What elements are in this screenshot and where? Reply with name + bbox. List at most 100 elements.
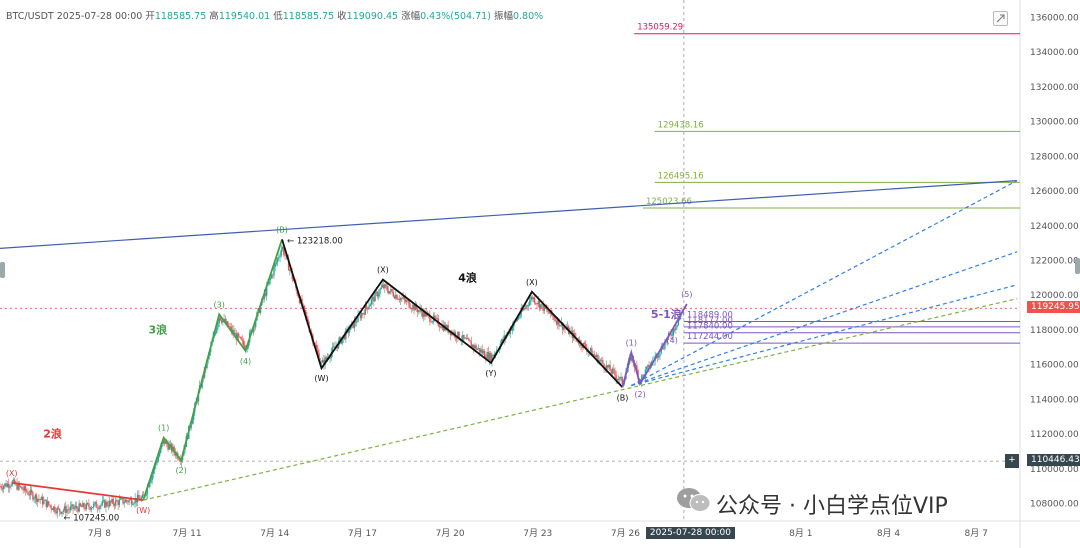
candle-body	[380, 287, 382, 290]
candle-body	[473, 344, 475, 349]
price-level-label: 129438.16	[658, 120, 704, 130]
candle-body	[457, 331, 459, 339]
candle-body	[280, 249, 283, 256]
candle-body	[191, 420, 194, 425]
candle-body	[491, 354, 493, 362]
price-level-label: 135059.29	[637, 23, 683, 33]
candle-body	[599, 360, 602, 362]
candle-body	[121, 498, 123, 499]
y-tick-label: 108000.00	[1030, 500, 1079, 510]
candle-body	[37, 498, 39, 502]
amplitude-value: 0.80%	[512, 11, 544, 22]
candle-body	[88, 503, 90, 507]
candle-body	[486, 352, 488, 359]
candle-body	[431, 321, 434, 323]
candle-body	[362, 313, 364, 314]
candle-body	[66, 509, 68, 513]
price-level-label: 126495.16	[658, 171, 704, 181]
candle-body	[138, 494, 140, 499]
candle-body	[16, 482, 18, 490]
candle-body	[510, 328, 513, 331]
candle-body	[292, 279, 295, 281]
wave-point-label: (X)	[526, 278, 538, 287]
candle-body	[24, 486, 27, 492]
wave-title: 2浪	[43, 427, 62, 441]
candle-body	[149, 483, 151, 487]
ohlc-header: BTC/USDT 2025-07-28 00:00 开118585.75 高11…	[6, 8, 543, 22]
price-level-label: 117840.00	[687, 322, 733, 332]
wave-point-label: (W)	[314, 374, 328, 383]
candle-body	[392, 291, 395, 297]
candle-body	[518, 317, 520, 319]
wave-point-label: (4)	[667, 336, 678, 345]
candle-body	[123, 502, 125, 504]
candle-body	[278, 257, 280, 259]
candle-body	[662, 348, 665, 350]
candle-body	[676, 324, 678, 328]
candle-body	[55, 511, 57, 514]
candle-body	[664, 341, 666, 349]
x-tick-label: 7月 23	[523, 528, 552, 539]
change-label: 涨幅	[401, 11, 421, 22]
x-tick-label: 7月 26	[611, 528, 640, 539]
candle-body	[434, 315, 436, 319]
y-tick-label: 134000.00	[1030, 48, 1079, 58]
left-drag-handle[interactable]	[0, 262, 5, 278]
candle-body	[325, 357, 328, 359]
candle-body	[502, 339, 504, 341]
candle-body	[270, 274, 273, 279]
candle-body	[537, 301, 539, 305]
candle-body	[354, 320, 357, 323]
candle-body	[20, 486, 22, 488]
candle-body	[297, 294, 300, 298]
wave-point-label: (5)	[681, 290, 692, 299]
candle-body	[69, 506, 72, 510]
candle-body	[468, 338, 470, 341]
candle-body	[152, 470, 155, 474]
projection-2	[631, 251, 1018, 387]
candle-body	[91, 507, 94, 509]
crosshair-time-tag: 2025-07-28 00:00	[645, 527, 735, 539]
candle-body	[79, 503, 82, 506]
candle-body	[244, 345, 246, 350]
plus-icon[interactable]: +	[1005, 454, 1019, 469]
wave-point-label: (B)	[276, 225, 288, 234]
right-drag-handle[interactable]	[1075, 258, 1080, 274]
candle-body	[224, 318, 226, 324]
wave-point-label: (3)	[214, 300, 225, 309]
candle-body	[100, 504, 102, 506]
candle-body	[276, 258, 279, 263]
candle-body	[369, 304, 371, 307]
candle-body	[406, 300, 408, 302]
wechat-icon	[677, 488, 711, 512]
y-tick-label: 126000.00	[1030, 187, 1079, 197]
candle-body	[51, 508, 54, 511]
wave-3-line	[142, 239, 283, 501]
candle-body	[435, 317, 437, 319]
wave-point-label: (X)	[6, 469, 18, 478]
crosshair-price-tag: 110446.43	[1027, 454, 1080, 467]
candle-body	[462, 334, 464, 341]
candle-body	[128, 499, 130, 503]
lower-trendline	[143, 298, 1018, 501]
candle-body	[609, 364, 611, 372]
candle-body	[1, 488, 4, 490]
candle-body	[105, 501, 107, 508]
candle-body	[343, 335, 346, 340]
candle-body	[474, 345, 476, 349]
candle-body	[531, 296, 533, 300]
candle-body	[114, 500, 117, 506]
candle-body	[386, 286, 388, 291]
candle-body	[112, 498, 114, 505]
candle-body	[178, 458, 180, 460]
x-tick-label: 8月 1	[789, 528, 812, 539]
collapse-icon[interactable]	[993, 11, 1008, 26]
high-value: 119540.01	[218, 11, 271, 22]
x-tick-label: 7月 17	[348, 528, 377, 539]
candle-body	[40, 497, 43, 500]
symbol: BTC/USDT	[6, 11, 54, 22]
candle-body	[535, 303, 537, 304]
candle-body	[591, 348, 593, 357]
candle-body	[281, 247, 284, 250]
